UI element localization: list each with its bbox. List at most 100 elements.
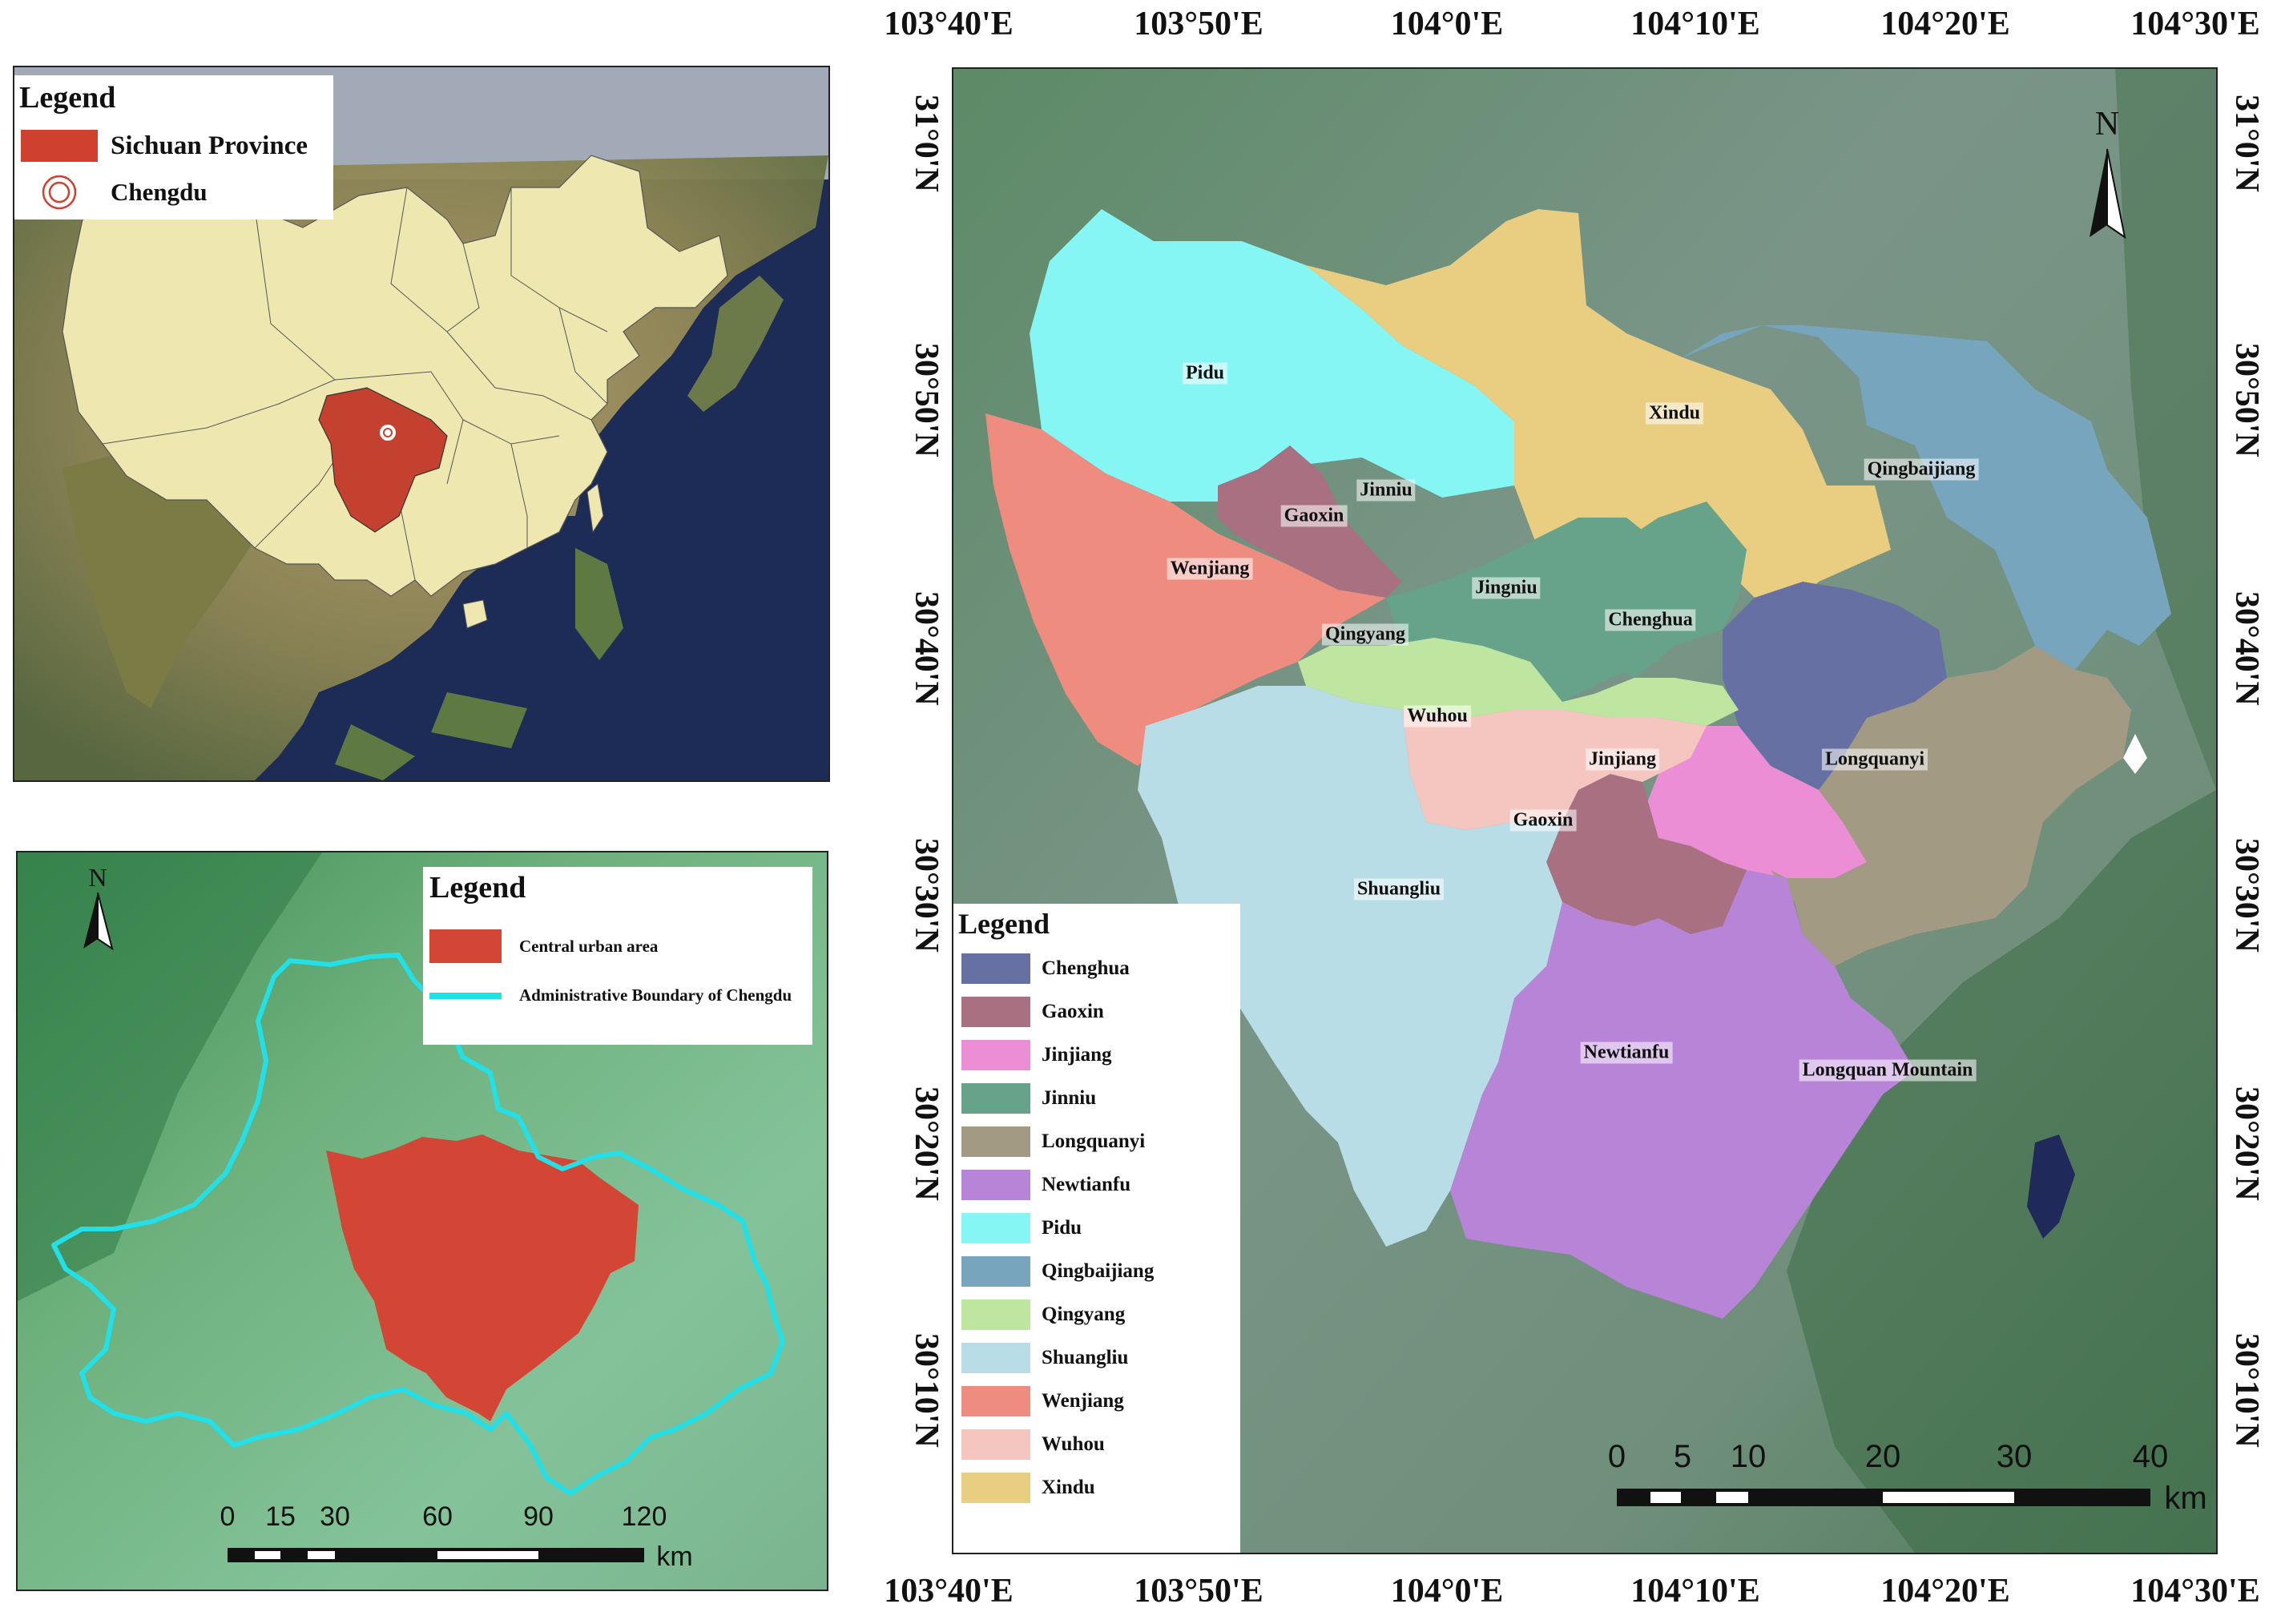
wuhou-swatch [961, 1429, 1030, 1460]
label-longquan-mountain: Longquan Mountain [1799, 1059, 1977, 1082]
north-label: N [88, 863, 107, 892]
east-ridge [2115, 69, 2216, 790]
left-latitude-label: 30°20'N [908, 1086, 945, 1201]
bottom-longitude-label: 103°50'E [1134, 1573, 1263, 1610]
label-newtianfu: Newtianfu [1580, 1042, 1673, 1064]
mountain-shading [18, 852, 322, 1301]
label-wuhou: Wuhou [1404, 705, 1471, 727]
bottom-longitude-label: 104°0'E [1390, 1573, 1504, 1610]
legend-label: Administrative Boundary of Chengdu [519, 985, 792, 1005]
scale-tick: 10 [1730, 1439, 1767, 1474]
districts-map: N Pidu Xindu Qingbaijiang Jinniu Gaoxin … [952, 67, 2218, 1554]
district-longquanyi [1771, 646, 2131, 966]
legend-item-xindu: Xindu [961, 1473, 1095, 1503]
pidu-swatch [961, 1213, 1030, 1243]
legend-item-shuangliu: Shuangliu [961, 1343, 1128, 1373]
scale-tick: 0 [220, 1501, 236, 1532]
districts-legend: Legend Chenghua Gaoxin Jinjiang Jinniu Longq… [953, 904, 1240, 1553]
legend-label: Jinniu [1042, 1087, 1097, 1109]
legend-item-qingyang: Qingyang [961, 1300, 1125, 1330]
jinjiang-swatch [961, 1040, 1030, 1070]
scale-tick: 90 [523, 1501, 554, 1532]
right-latitude-label: 30°20'N [2228, 1086, 2265, 1201]
legend-item-chenghua: Chenghua [961, 953, 1130, 984]
scale-tick: 15 [265, 1501, 296, 1532]
label-qingyang: Qingyang [1321, 623, 1409, 646]
sichuan-province [318, 387, 448, 533]
right-latitude-label: 31°0'N [2228, 95, 2265, 192]
chengdu-legend: Legend Central urban area Administrative… [423, 867, 812, 1045]
legend-title: Legend [958, 908, 1050, 940]
scale-tick: 0 [1607, 1439, 1626, 1474]
north-label: N [2095, 106, 2119, 143]
gaoxin-swatch [961, 997, 1030, 1027]
bottom-longitude-label: 104°10'E [1630, 1573, 1760, 1610]
legend-item-jinjiang: Jinjiang [961, 1040, 1112, 1070]
legend-label: Qingbaijiang [1042, 1260, 1155, 1282]
legend-label: Gaoxin [1042, 1001, 1104, 1022]
label-gaoxin-north: Gaoxin [1280, 505, 1348, 527]
district-xindu [1306, 209, 1891, 614]
longquan-mountain-ridge [1787, 790, 2216, 1553]
longquanyi-swatch [961, 1126, 1030, 1157]
legend-item-jinniu: Jinniu [961, 1083, 1096, 1114]
label-shuangliu: Shuangliu [1353, 878, 1445, 901]
chengdu-admin-boundary [51, 953, 785, 1496]
legend-label: Longquanyi [1042, 1130, 1146, 1152]
wenjiang-swatch [961, 1386, 1030, 1416]
newtianfu-swatch [961, 1170, 1030, 1200]
scale-tick: 120 [621, 1501, 667, 1532]
legend-label: Xindu [1042, 1477, 1095, 1498]
china-territory [62, 155, 728, 597]
qingyang-swatch [961, 1300, 1030, 1330]
legend-item-newtianfu: Newtianfu [961, 1170, 1130, 1200]
bottom-longitude-label: 103°40'E [884, 1573, 1014, 1610]
legend-label: Central urban area [519, 936, 659, 956]
district-pidu [1030, 209, 1514, 502]
district-gaoxin-south [1546, 774, 1747, 934]
top-longitude-label: 103°40'E [884, 6, 1014, 42]
legend-item-sichuan: Sichuan Province [21, 130, 308, 162]
reservoir [2027, 1134, 2075, 1239]
legend-label: Chenghua [1042, 957, 1130, 979]
district-wenjiang [985, 413, 1386, 766]
scale-unit: km [2164, 1481, 2207, 1516]
scale-bar [228, 1548, 644, 1562]
scale-tick: 5 [1673, 1439, 1692, 1474]
district-jingniu [1562, 502, 1747, 678]
top-longitude-label: 104°0'E [1390, 6, 1504, 42]
district-chenghua [1723, 582, 1947, 790]
legend-label: Wenjiang [1042, 1390, 1124, 1412]
legend-item-admin-boundary: Administrative Boundary of Chengdu [429, 985, 792, 1005]
small-lake [2123, 734, 2147, 774]
legend-label: Qingyang [1042, 1304, 1126, 1325]
district-qingbaijiang [1683, 325, 2171, 670]
scale-tick: 30 [320, 1501, 350, 1532]
bottom-longitude-label: 104°20'E [1880, 1573, 2010, 1610]
legend-item-wuhou: Wuhou [961, 1429, 1105, 1460]
left-latitude-label: 31°0'N [908, 95, 945, 192]
top-longitude-label: 104°20'E [1880, 6, 2010, 42]
bottom-longitude-label: 104°30'E [2130, 1573, 2260, 1610]
japan-landmass [687, 276, 784, 412]
scale-tick: 20 [1864, 1439, 1901, 1474]
label-chenghua: Chenghua [1605, 609, 1696, 631]
legend-item-central-urban-area: Central urban area [429, 929, 658, 963]
scale-tick: 40 [2132, 1439, 2169, 1474]
legend-item-gaoxin: Gaoxin [961, 997, 1104, 1027]
district-scale-bar [1617, 1489, 2150, 1506]
taiwan [586, 483, 604, 534]
legend-title: Legend [19, 81, 116, 115]
legend-item-wenjiang: Wenjiang [961, 1386, 1124, 1416]
scale-tick: 30 [1996, 1439, 2033, 1474]
china-map-canvas [14, 67, 828, 780]
label-qingbaijiang: Qingbaijiang [1864, 458, 1979, 481]
top-longitude-label: 104°10'E [1630, 6, 1760, 42]
legend-label: Jinjiang [1042, 1044, 1112, 1066]
top-longitude-label: 103°50'E [1134, 6, 1263, 42]
sichuan-swatch [21, 130, 98, 162]
legend-label: Newtianfu [1042, 1174, 1131, 1195]
shuangliu-swatch [961, 1343, 1030, 1373]
qingbaijiang-swatch [961, 1256, 1030, 1287]
concentric-circles-icon [21, 173, 98, 212]
